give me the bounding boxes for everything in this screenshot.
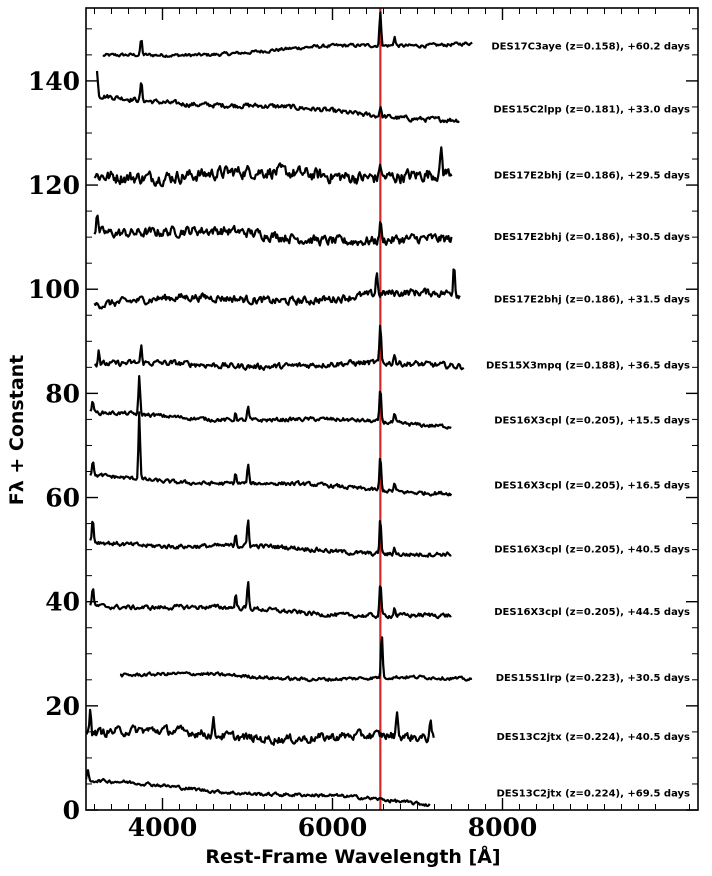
- y-tick-label: 120: [28, 171, 80, 200]
- x-tick-label: 6000: [298, 813, 368, 842]
- series-label: DES16X3cpl (z=0.205), +40.5 days: [494, 544, 690, 555]
- spectrum-line: [89, 519, 452, 558]
- y-tick-label: 140: [28, 67, 80, 96]
- spectrum-line: [89, 375, 452, 430]
- x-axis-label: Rest-Frame Wavelength [Å]: [205, 844, 500, 868]
- y-tick-label: 0: [63, 796, 80, 825]
- y-axis-label: Fλ + Constant: [6, 355, 28, 506]
- spectrum-line: [102, 11, 473, 59]
- series-label: DES17E2bhj (z=0.186), +29.5 days: [494, 171, 690, 182]
- spectrum-line: [93, 214, 453, 247]
- axes-group: 4000 6000 8000 0 20 40 60 80 100 120 140: [28, 7, 699, 842]
- spectrum-line: [119, 636, 473, 683]
- series-label: DES15C2lpp (z=0.181), +33.0 days: [493, 104, 690, 115]
- y-tick-label: 40: [45, 588, 80, 617]
- y-tick-label: 20: [45, 692, 80, 721]
- series-label: DES13C2jtx (z=0.224), +69.5 days: [496, 789, 690, 800]
- spectrum-line: [93, 268, 461, 310]
- spectrum-line: [89, 411, 453, 497]
- spectrum-line: [86, 769, 431, 808]
- plot-frame: [85, 7, 699, 811]
- series-label: DES15S1lrp (z=0.223), +30.5 days: [496, 673, 690, 684]
- spectrum-line: [93, 324, 465, 371]
- y-tick-label: 100: [28, 275, 80, 304]
- y-tick-label: 60: [45, 484, 80, 513]
- series-label: DES16X3cpl (z=0.205), +16.5 days: [494, 481, 690, 492]
- series-label: DES13C2jtx (z=0.224), +40.5 days: [496, 732, 690, 743]
- spectrum-line: [93, 146, 453, 188]
- series-label: DES17E2bhj (z=0.186), +31.5 days: [494, 294, 690, 305]
- y-tick-label: 80: [45, 379, 80, 408]
- series-label: DES15X3mpq (z=0.188), +36.5 days: [486, 361, 690, 372]
- series-label-group: DES17C3aye (z=0.158), +60.2 days DES15C2l…: [486, 42, 690, 800]
- spectrum-line: [86, 708, 435, 746]
- spectrum-line: [95, 70, 460, 124]
- spectrum-line: [89, 580, 452, 620]
- series-label: DES16X3cpl (z=0.205), +15.5 days: [494, 415, 690, 426]
- series-group: [86, 11, 473, 808]
- x-tick-label: 8000: [468, 813, 538, 842]
- series-label: DES17C3aye (z=0.158), +60.2 days: [491, 42, 690, 53]
- series-label: DES17E2bhj (z=0.186), +30.5 days: [494, 232, 690, 243]
- x-tick-label: 4000: [128, 813, 198, 842]
- series-label: DES16X3cpl (z=0.205), +44.5 days: [494, 607, 690, 618]
